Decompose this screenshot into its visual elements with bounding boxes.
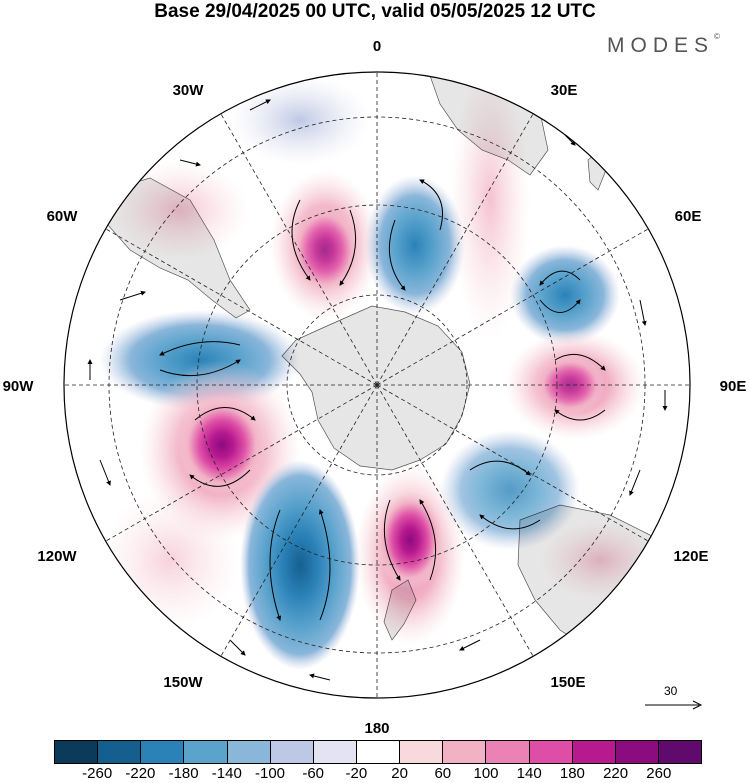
colorbar (54, 740, 702, 764)
wind-arrow (229, 639, 246, 656)
colorbar-tick-label: 260 (646, 765, 672, 782)
streamline (339, 209, 357, 286)
lon-label-150e: 150E (550, 674, 585, 691)
colorbar-tick-label: 20 (391, 765, 408, 782)
streamline (539, 299, 581, 313)
wind-arrow (119, 290, 146, 301)
colorbar-segment (400, 741, 444, 763)
reference-vector-label: 30 (664, 684, 678, 698)
streamline (318, 509, 331, 621)
map-disk (64, 72, 690, 698)
streamline (291, 199, 311, 281)
colorbar-tick-label: 140 (516, 765, 542, 782)
lon-label-30w: 30W (173, 82, 205, 99)
brand-mark: © (714, 32, 720, 41)
anomaly-blob (365, 175, 465, 315)
colorbar-segment (615, 741, 659, 763)
lon-label-180: 180 (364, 720, 389, 737)
streamline (383, 499, 401, 581)
streamline (479, 514, 541, 530)
longitude-labels: 0 30E 60E 90E 120E 150E 180 150W 120W 90… (3, 38, 747, 737)
lon-label-120e: 120E (673, 548, 708, 565)
colorbar-segment (98, 741, 142, 763)
wind-arrow (459, 639, 481, 651)
colorbar-tick-label: -180 (168, 765, 199, 782)
colorbar-segment (356, 741, 401, 763)
lon-label-150w: 150W (163, 674, 203, 691)
lon-label-60w: 60W (47, 208, 79, 225)
streamline (189, 469, 251, 487)
modes-logo: MODES© (607, 32, 720, 58)
reference-vector-arrow (645, 700, 703, 710)
colorbar-tick-label: -60 (302, 765, 325, 782)
anomaly-blob (240, 460, 360, 670)
colorbar-segment (572, 741, 616, 763)
streamline (469, 460, 531, 476)
streamline (419, 179, 443, 231)
wind-arrow (309, 673, 331, 681)
anomaly-blob (230, 75, 370, 165)
colorbar-segment (658, 741, 702, 763)
anomaly-blob (100, 490, 240, 630)
map-border (63, 71, 691, 699)
lon-label-0: 0 (373, 38, 381, 55)
wind-arrow (629, 469, 641, 496)
lon-label-30e: 30E (551, 82, 578, 99)
streamline (159, 359, 241, 377)
streamline (388, 219, 406, 291)
colorbar-segment (227, 741, 271, 763)
lon-label-90e: 90E (720, 378, 747, 395)
graticule (64, 72, 690, 698)
anomaly-blob (540, 520, 660, 600)
anomaly-blob (290, 205, 360, 295)
streamline (159, 341, 241, 356)
streamline (554, 409, 606, 421)
wind-arrow (639, 299, 647, 326)
streamline (269, 509, 282, 621)
polar-map: 0 30E 60E 90E 120E 150E 180 150W 120W 90… (3, 38, 747, 737)
streamline (194, 407, 256, 421)
streamline (419, 499, 437, 581)
anomaly-blob (177, 395, 267, 495)
wind-arrow (249, 99, 271, 111)
anomaly-blob (110, 160, 250, 260)
lon-label-60e: 60E (675, 208, 702, 225)
anomaly-blob (450, 72, 530, 340)
colorbar-tick-labels: -260 -220 -180 -140 -100 -60 -20 20 60 100 140 180 2… (54, 765, 702, 783)
map-title: Base 29/04/2025 00 UTC, valid 05/05/2025… (154, 1, 596, 22)
colorbar-tick-label: -100 (254, 765, 286, 782)
streamline (539, 270, 581, 286)
colorbar-tick-label: -260 (82, 765, 113, 782)
colorbar-segment (141, 741, 185, 763)
colorbar-segment (443, 741, 487, 763)
brand-name: MODES (607, 34, 715, 57)
colorbar-segment (55, 741, 99, 763)
colorbar-tick-label: -20 (345, 765, 368, 782)
colorbar-segment (313, 741, 357, 763)
colorbar-tick-label: 60 (434, 765, 452, 782)
colorbar-tick-label: 100 (473, 765, 499, 782)
colorbar-tick-label: -220 (125, 765, 156, 782)
streamline (554, 353, 606, 371)
wind-arrow (179, 159, 201, 167)
colorbar-segment (486, 741, 530, 763)
lon-label-120w: 120W (37, 548, 77, 565)
wind-arrow (99, 459, 111, 486)
anomaly-blob (510, 245, 620, 345)
colorbar-segment (270, 741, 314, 763)
colorbar-segment (529, 741, 573, 763)
lon-label-90w: 90W (3, 378, 35, 395)
anomaly-blob (440, 430, 580, 550)
colorbar-tick-label: 220 (603, 765, 629, 782)
colorbar-tick-label: -140 (211, 765, 242, 782)
colorbar-segment (184, 741, 228, 763)
colorbar-tick-label: 180 (559, 765, 585, 782)
